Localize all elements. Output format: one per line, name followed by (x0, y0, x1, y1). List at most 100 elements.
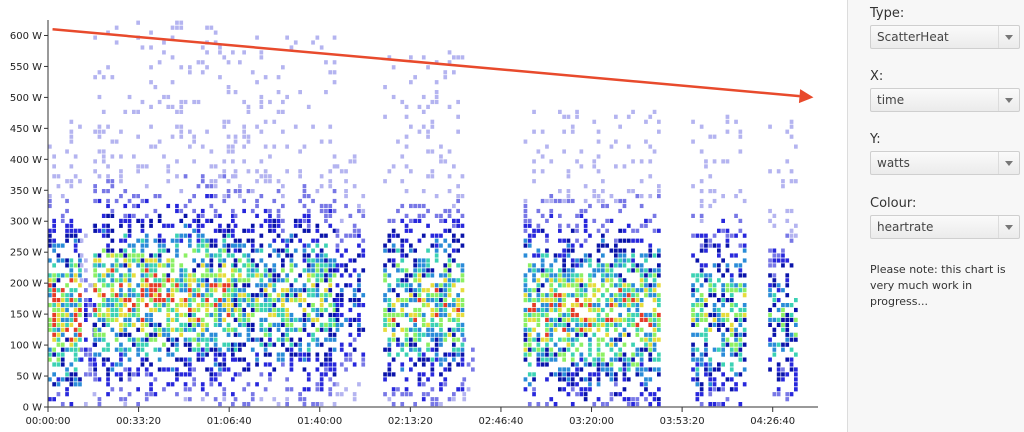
heat-cell (562, 377, 566, 382)
heat-cell (652, 283, 657, 288)
heat-cell (391, 233, 396, 238)
heat-cell (302, 258, 307, 263)
heat-cell (144, 337, 149, 342)
heat-cell (409, 283, 413, 288)
heat-cell (69, 263, 74, 268)
heat-cell (545, 298, 549, 303)
heat-cell (259, 159, 264, 164)
heat-cell (562, 273, 566, 278)
heat-cell (789, 233, 794, 238)
heat-cell (717, 317, 721, 322)
heat-cell (626, 144, 631, 149)
heat-cell (575, 332, 579, 337)
y-select[interactable]: watts (870, 151, 1020, 175)
heat-cell (162, 283, 166, 288)
heat-cell (691, 119, 695, 124)
heat-cell (622, 317, 627, 322)
heat-cell (549, 303, 554, 308)
heat-cell (631, 263, 635, 268)
heat-cell (196, 263, 201, 268)
heat-cell (725, 342, 730, 347)
heat-cell (553, 357, 558, 362)
heat-cell (127, 377, 132, 382)
heat-cell (699, 352, 704, 357)
heat-cell (721, 312, 725, 318)
heat-cell (110, 248, 115, 253)
heat-cell (708, 174, 713, 179)
heat-cell (391, 258, 396, 263)
colour-select[interactable]: heartrate (870, 215, 1020, 239)
heat-cell (704, 332, 708, 337)
heat-cell (644, 342, 648, 347)
x-select[interactable]: time (870, 88, 1020, 112)
heat-cell (452, 218, 456, 223)
heat-cell (695, 303, 700, 308)
heat-cell (657, 402, 661, 407)
heat-cell (708, 372, 713, 377)
heat-cell (48, 317, 52, 322)
heat-cell (281, 337, 285, 342)
heat-cell (84, 352, 88, 357)
heat-cell (272, 342, 277, 347)
heat-cell (734, 387, 738, 392)
heat-cell (231, 263, 235, 268)
heat-cell (466, 362, 471, 367)
heat-cell (708, 273, 713, 278)
heat-cell (592, 307, 597, 313)
heat-cell (315, 293, 320, 298)
heat-cell (149, 104, 153, 109)
heat-cell (523, 213, 528, 218)
heat-cell (601, 238, 605, 243)
heat-cell (306, 104, 311, 109)
heat-cell (298, 352, 302, 357)
heat-cell (175, 25, 179, 30)
heat-cell (566, 322, 571, 327)
heat-cell (170, 293, 175, 298)
heat-cell (352, 298, 357, 303)
heat-cell (315, 189, 320, 194)
type-select[interactable]: ScatterHeat (870, 25, 1020, 49)
heat-cell (192, 382, 196, 387)
heat-cell (246, 298, 251, 303)
heat-cell (344, 263, 348, 268)
heat-cell (596, 139, 601, 144)
heat-cell (175, 203, 179, 209)
heat-cell (776, 392, 781, 397)
heat-cell (332, 263, 337, 268)
heat-cell (439, 362, 443, 367)
heat-cell (97, 317, 102, 322)
heat-cell (785, 278, 790, 283)
heat-cell (570, 303, 575, 308)
heat-cell (106, 174, 110, 179)
heat-cell (106, 223, 110, 228)
heat-cell (175, 159, 179, 164)
heat-cell (545, 303, 549, 308)
heat-cell (738, 347, 743, 352)
heat-cell (639, 362, 644, 367)
heat-cell (570, 273, 575, 278)
heat-cell (562, 352, 566, 357)
heat-cell (596, 317, 601, 322)
heat-cell (157, 332, 162, 337)
heat-cell (123, 303, 128, 308)
heat-cell (149, 332, 153, 337)
heat-cell (293, 342, 298, 347)
heat-cell (311, 293, 315, 298)
heat-cell (605, 268, 609, 273)
heat-cell (704, 263, 708, 268)
heat-cell (231, 213, 235, 218)
heat-cell (596, 347, 601, 352)
heat-cell (391, 243, 396, 248)
heat-cell (738, 352, 743, 357)
heat-cell (717, 322, 721, 327)
heat-cell (101, 154, 106, 159)
heat-cell (114, 278, 119, 283)
heat-cell (712, 303, 717, 308)
heat-cell (712, 307, 717, 313)
heat-cell (188, 278, 192, 283)
heat-cell (626, 402, 631, 407)
heat-cell (306, 377, 311, 382)
heat-cell (344, 194, 348, 199)
heat-cell (213, 377, 218, 382)
heat-cell (352, 362, 357, 367)
